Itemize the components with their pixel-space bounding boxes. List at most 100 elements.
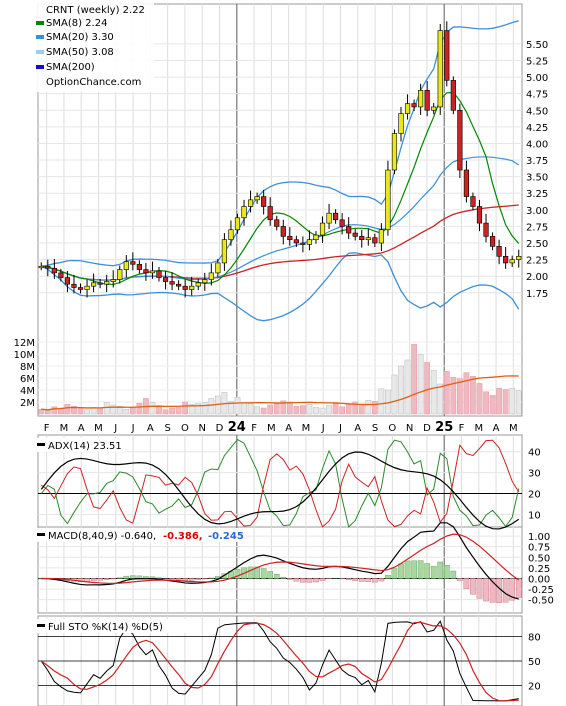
volume-bar: [188, 404, 195, 415]
price-tick-label: 3.25: [526, 189, 548, 200]
macd-histogram-bar: [470, 578, 476, 595]
macd-tick-label: 0.00: [528, 574, 550, 585]
legend-sma8: SMA(8) 2.24: [46, 18, 107, 29]
volume-tick-label: 6M: [20, 374, 35, 385]
candle-body: [398, 113, 404, 134]
volume-bar: [267, 404, 274, 415]
volume-bar: [293, 405, 300, 415]
volume-bar: [234, 396, 241, 415]
price-series: [38, 20, 522, 322]
volume-bar: [332, 403, 339, 415]
macd-histogram-bar: [365, 578, 372, 582]
x-tick-label: M: [94, 423, 103, 434]
volume-tick-label: 12M: [14, 338, 35, 349]
macd-histogram-bar: [116, 577, 123, 579]
macd-histogram-bar: [188, 578, 195, 581]
candle-body: [359, 236, 365, 241]
macd-histogram-bar: [273, 574, 280, 579]
x-tick-label: M: [267, 423, 276, 434]
legend-swatch-sma200: [36, 65, 44, 69]
candle-body: [404, 103, 411, 114]
x-tick-label: N: [198, 423, 205, 434]
candle-body: [319, 222, 326, 236]
candle-body: [274, 219, 280, 227]
volume-bar: [326, 405, 332, 415]
candle-body: [45, 265, 51, 269]
indicator-panels: [38, 438, 522, 702]
candle-body: [267, 206, 273, 221]
volume-bar: [149, 402, 156, 415]
legend-swatch-sma50: [36, 50, 44, 54]
macd-histogram-bar: [208, 577, 215, 579]
x-tick-label: J: [321, 423, 325, 434]
candle-body: [365, 237, 371, 241]
macd-histogram-bar: [306, 578, 313, 583]
sto-legend: Full STO %K(14) %D(5): [36, 619, 196, 633]
macd-histogram-bar: [345, 578, 352, 581]
macd-histogram-bar: [103, 578, 110, 580]
candle-body: [470, 196, 476, 207]
volume-bar: [169, 407, 175, 415]
candle-body: [378, 229, 384, 244]
price-tick-label: 2.75: [526, 222, 548, 233]
macd-histogram-bar: [483, 578, 489, 602]
candle-body: [352, 232, 358, 237]
volume-bar: [71, 405, 77, 415]
macd-histogram-bar: [300, 578, 306, 583]
candle-body: [280, 226, 286, 237]
candle-body: [418, 90, 424, 108]
candle-body: [411, 103, 417, 108]
price-tick-label: 5.50: [526, 40, 548, 51]
legend-swatch-sma20: [36, 35, 44, 39]
source-label: OptionChance.com: [46, 77, 141, 88]
macd-histogram-bar: [417, 560, 424, 579]
volume-bar: [195, 402, 202, 415]
candle-body: [228, 229, 234, 241]
x-tick-label: M: [474, 423, 483, 434]
volume-bar: [136, 402, 143, 415]
macd-tick-label: -0.50: [528, 596, 554, 607]
candle-body: [489, 236, 496, 247]
candle-body: [437, 30, 443, 108]
macd-histogram-bar: [221, 573, 228, 579]
x-tick-label: A: [78, 423, 85, 434]
candle-body: [326, 212, 332, 224]
sto-d-line: [40, 621, 519, 702]
x-tick-label: S: [164, 423, 170, 434]
candle-body: [71, 283, 77, 288]
volume-bar: [201, 402, 208, 415]
legend-swatch-sma8: [36, 21, 44, 25]
volume-bar: [228, 401, 234, 415]
volume-bar: [300, 405, 306, 415]
volume-bar: [450, 377, 457, 415]
macd-histogram-bar: [391, 568, 398, 579]
candle-body: [234, 217, 241, 231]
volume-bar: [352, 401, 359, 415]
candle-body: [110, 279, 116, 282]
volume-bar: [38, 408, 45, 415]
macd-tick-label: -0.25: [528, 585, 554, 596]
macd-tick-label: 0.25: [528, 564, 550, 575]
volume-bar: [156, 405, 162, 415]
macd-line: [41, 522, 519, 600]
volume-bar: [129, 407, 136, 415]
candle-body: [189, 285, 195, 290]
adx-line: [40, 451, 520, 530]
candle-body: [136, 263, 142, 270]
volume-bar: [391, 374, 398, 415]
volume-bar: [123, 408, 130, 415]
volume-bar: [483, 391, 489, 415]
macd-histogram-bar: [254, 566, 260, 579]
x-tick-label: M: [302, 423, 311, 434]
x-tick-label: F: [44, 423, 50, 434]
candle-body: [208, 272, 214, 280]
macd-histogram-bar: [443, 565, 450, 579]
candle-body: [130, 261, 136, 265]
volume-bar: [339, 406, 346, 415]
candle-body: [476, 206, 483, 224]
volume-bar: [280, 400, 287, 415]
x-tick-label: N: [406, 423, 413, 434]
price-tick-label: 2.50: [526, 239, 548, 250]
candle-body: [450, 80, 456, 111]
price-tick-label: 2.00: [526, 272, 548, 283]
